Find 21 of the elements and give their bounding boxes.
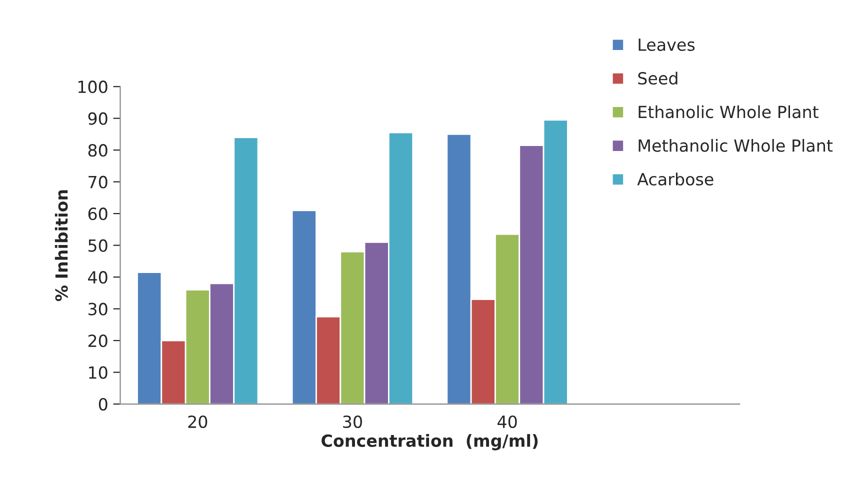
x-axis-title: Concentration (mg/ml) (322, 434, 538, 450)
x-tick-label: 20 (188, 415, 208, 428)
legend-label: Leaves (638, 38, 695, 51)
legend-label: Ethanolic Whole Plant (638, 105, 818, 118)
y-tick-label: 40 (88, 271, 108, 284)
x-tick-label: 30 (343, 415, 362, 428)
y-tick-label: 20 (88, 334, 108, 348)
legend-label: Seed (638, 72, 678, 85)
y-tick-label: 70 (88, 176, 108, 188)
legend-label: Acarbose (637, 172, 714, 186)
y-tick-label: 50 (88, 239, 108, 252)
x-tick-label: 40 (498, 415, 517, 428)
y-tick-label: 90 (88, 112, 108, 125)
y-tick-label: 60 (88, 208, 108, 220)
y-tick-label: 0 (98, 398, 108, 411)
y-axis-title: % Inhibition (54, 190, 68, 302)
legend-label: Methanolic Whole Plant (638, 138, 833, 152)
y-tick-label: 30 (88, 302, 108, 316)
y-tick-label: 100 (78, 80, 108, 94)
y-tick-label: 10 (89, 366, 108, 379)
y-tick-label: 80 (88, 144, 108, 157)
